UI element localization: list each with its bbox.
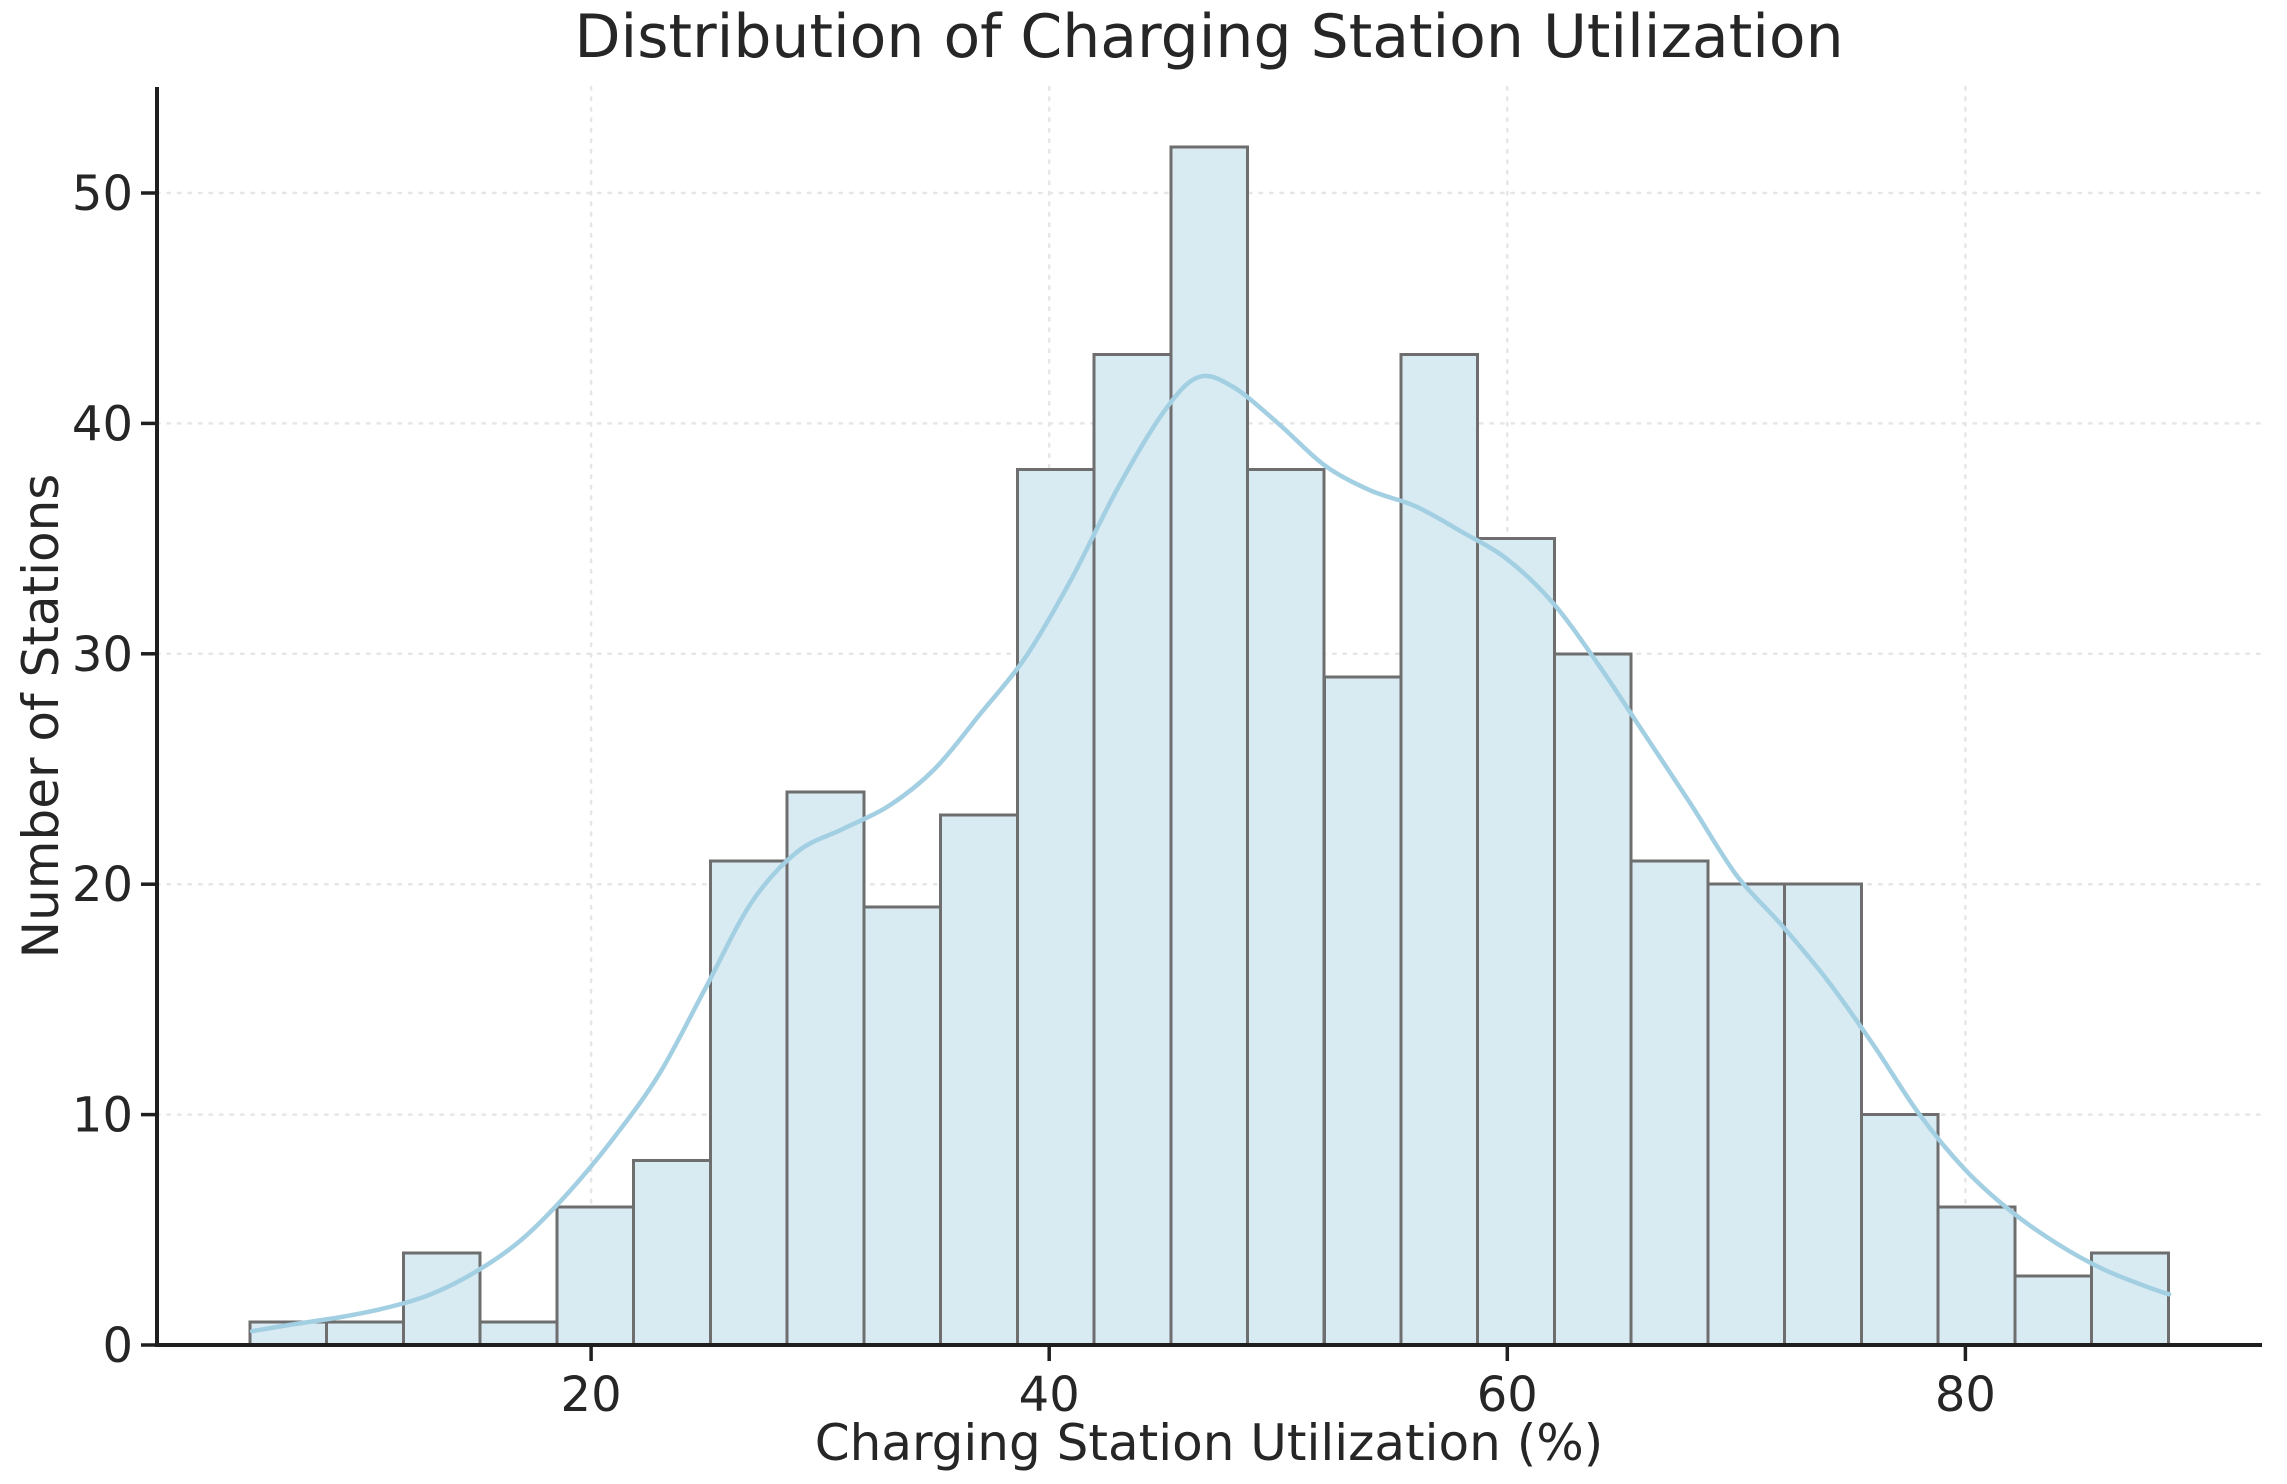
y-tick-label: 20 [72,857,133,913]
histogram-bar [1015,468,1096,1347]
tick-layer: 0 10 20 30 40 50 20 40 60 80 [72,166,1996,1423]
y-tick-label: 30 [72,627,133,683]
histogram-bar [1783,882,1863,1347]
histogram-bar [325,1320,405,1347]
y-tick-label: 50 [72,166,133,222]
y-axis-label: Number of Stations [12,474,70,959]
histogram-bar [1322,675,1403,1347]
histogram-bar [1246,468,1326,1347]
histogram-bar [708,859,789,1347]
histogram-bar [1629,859,1710,1347]
y-tick-label: 10 [72,1088,133,1144]
histogram-bar [2013,1274,2094,1347]
axes-spines [155,87,2262,1347]
histogram-bar [862,905,943,1347]
histogram-bar [1476,537,1556,1347]
histogram-bars [248,145,2170,1347]
histogram-bar [1936,1205,2017,1347]
histogram-bar [1092,352,1173,1347]
x-axis-label: Charging Station Utilization (%) [815,1414,1603,1472]
histogram-bar [478,1320,559,1347]
histogram-bar [555,1205,636,1347]
y-tick-label: 40 [72,396,133,452]
x-tick-label: 20 [561,1367,622,1423]
histogram-bar [1706,882,1787,1347]
x-tick-label: 40 [1019,1367,1080,1423]
x-tick-label: 80 [1935,1367,1996,1423]
y-tick-label: 0 [102,1318,133,1374]
kde-curve [249,373,2172,1334]
histogram-bar [785,790,866,1347]
kde-curve-layer [249,373,2172,1334]
histogram-bar [1553,652,1633,1347]
histogram-bar [632,1159,712,1347]
chart-title: Distribution of Charging Station Utiliza… [574,2,1843,72]
histogram-bar [402,1251,482,1347]
histogram-bar [1859,1113,1940,1347]
histogram-bar [1169,145,1250,1347]
histogram-bar [939,813,1019,1347]
histogram-bar [2090,1251,2170,1347]
x-tick-label: 60 [1477,1367,1538,1423]
